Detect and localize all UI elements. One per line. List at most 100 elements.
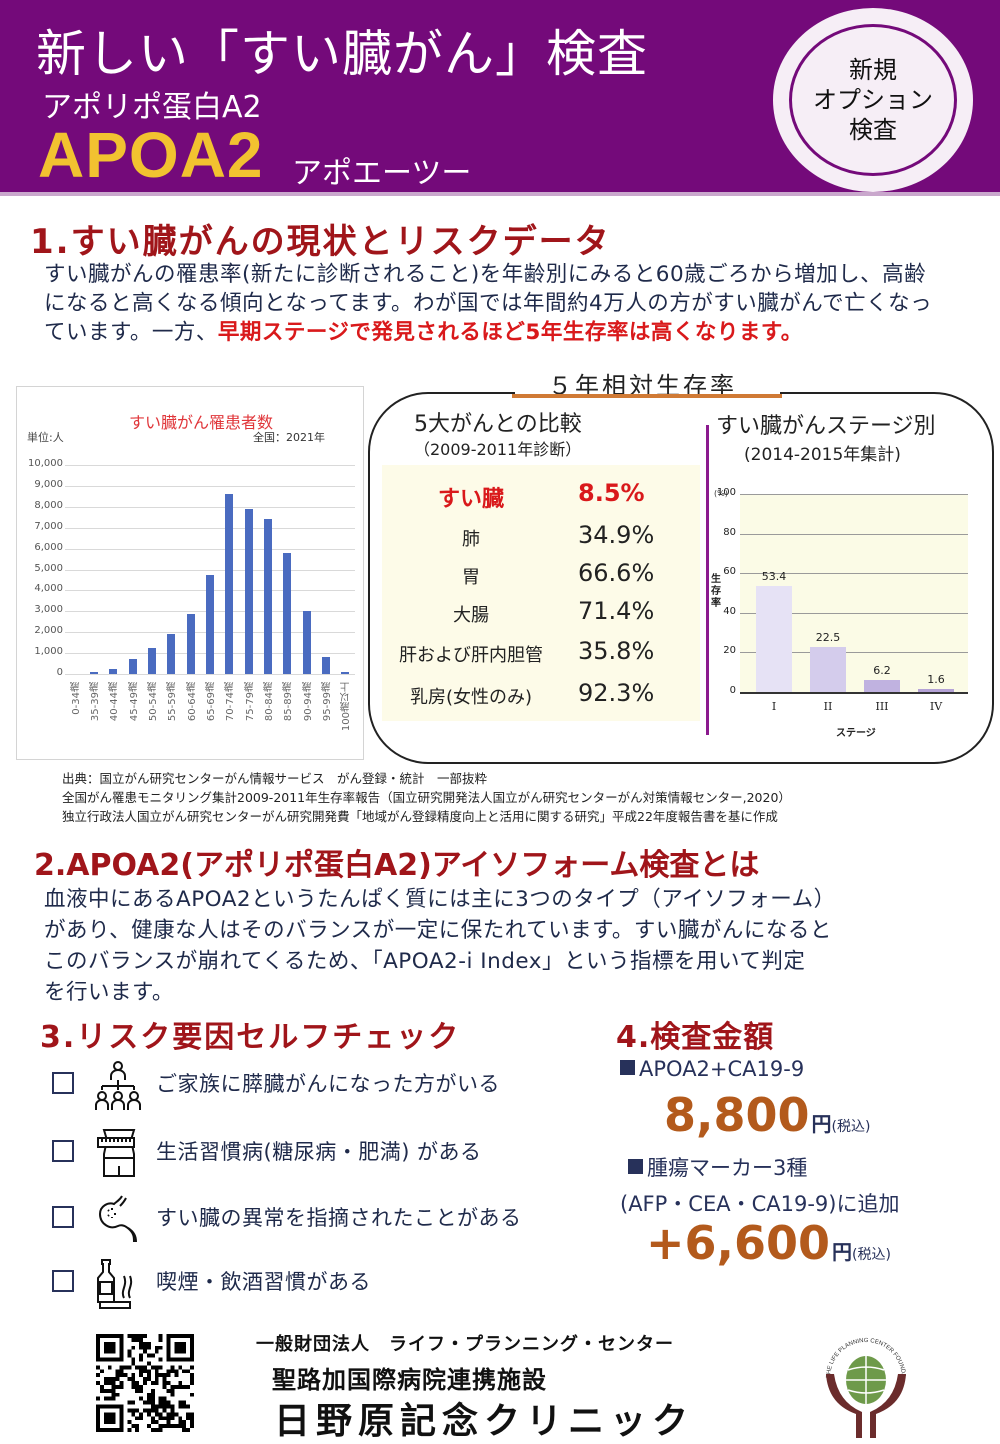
- x-tick-label: 45-49歳: [128, 682, 140, 722]
- checkbox[interactable]: [52, 1270, 74, 1292]
- plan2-price-value: +6,600: [646, 1216, 831, 1270]
- comparison-row: 大腸 71.4%: [382, 597, 700, 635]
- grid-line: [740, 494, 968, 495]
- cancer-type: 胃: [462, 567, 480, 588]
- stage-category: III: [875, 700, 889, 713]
- clinic-name: 日野原記念クリニック: [274, 1401, 695, 1442]
- bar-value-label: 22.5: [815, 631, 841, 645]
- stage-bar: [810, 647, 846, 692]
- square-bullet-icon: [620, 1060, 635, 1075]
- tax-note: (税込): [852, 1247, 891, 1263]
- section1-paragraph: すい臓がんの罹患率(新たに診断されること)を年齢別にみると60歳ごろから増加し、…: [44, 260, 944, 347]
- bar-value-label: 6.2: [873, 663, 891, 677]
- plan1-price: 8,800 円(税込): [664, 1088, 870, 1142]
- product-name: APOA2: [38, 119, 264, 191]
- comparison-row: 胃 66.6%: [382, 559, 700, 597]
- plan2-detail: (AFP・CEA・CA19-9)に追加: [620, 1192, 900, 1216]
- y-tick-label: 3,000: [34, 604, 63, 616]
- grid-line: [740, 533, 968, 535]
- y-tick-label: 9,000: [34, 478, 63, 490]
- section2-line-2: があり、健康な人はそのバランスが一定に保たれています。すい臓がんになると: [44, 918, 832, 943]
- page-subtitle: アポリポ蛋白A2: [42, 90, 262, 125]
- source-line-2: 全国がん罹患モニタリング集計2009-2011年生存率報告（国立研究開発法人国立…: [62, 790, 791, 805]
- stage-subtitle: (2014-2015年集計): [744, 445, 901, 465]
- risk-text: 生活習慣病(糖尿病・肥満) がある: [156, 1140, 482, 1164]
- x-tick-label: 65-69歳: [206, 682, 217, 722]
- bar: [186, 614, 195, 674]
- waist-measure-icon: [97, 1129, 136, 1177]
- section3-title: 3.リスク要因セルフチェック: [40, 1020, 461, 1055]
- x-tick-label: 50-54歳: [148, 682, 159, 722]
- product-reading: アポエーツー: [292, 156, 472, 191]
- stage-unit: (%): [714, 489, 728, 498]
- source-line-3: 独立行政法人国立がん研究センターがん研究開発費「地域がん登録精度向上と活用に関す…: [62, 809, 778, 824]
- y-tick-label: 8,000: [34, 499, 63, 511]
- y-tick-label: 6,000: [34, 541, 63, 553]
- stage-bar: [864, 679, 900, 692]
- chart-title: すい臓がん罹患者数: [129, 413, 274, 432]
- foundation-name: 一般財団法人 ライフ・プランニング・センター: [256, 1334, 674, 1355]
- page-title: 新しい「すい臓がん」検査: [36, 25, 648, 83]
- incidence-chart: すい臓がん罹患者数 単位:人 全国：2021年 10,000 9,000 8,000…: [16, 386, 364, 760]
- y-tick-label: 7,000: [34, 520, 63, 532]
- cancer-type: 大腸: [453, 605, 489, 626]
- risk-text: ご家族に膵臓がんになった方がいる: [156, 1072, 500, 1096]
- checkbox[interactable]: [52, 1140, 74, 1162]
- cancer-type: 肺: [462, 529, 480, 550]
- comparison-subtitle: （2009-2011年診断）: [414, 440, 582, 459]
- x-tick-label: 95-99歳: [322, 682, 333, 722]
- risk-text: 喫煙・飲酒習慣がある: [156, 1270, 371, 1294]
- survival-rate: 71.4%: [578, 597, 655, 625]
- y-tick-label: 60: [723, 566, 736, 578]
- checkbox[interactable]: [52, 1206, 74, 1228]
- panel-divider: [706, 425, 709, 735]
- heading-mask: [515, 368, 780, 404]
- section1-title: 1.すい臓がんの現状とリスクデータ: [30, 222, 611, 262]
- grid-line: [65, 674, 355, 675]
- comparison-title: 5大がんとの比較: [414, 412, 582, 437]
- yen-unit: 円: [811, 1112, 832, 1136]
- section2-line-1: 血液中にあるAPOA2というたんぱく質には主に3つのタイプ（アイソフォーム）: [44, 887, 836, 912]
- family-tree-icon: [95, 1061, 141, 1110]
- y-tick-label: 1,000: [34, 646, 63, 658]
- source-line-1: 出典：国立がん研究センターがん情報サービス がん登録・統計 一部抜粋: [62, 771, 488, 786]
- plan1-label-text: APOA2+CA19-9: [639, 1057, 805, 1081]
- stage-title: すい臓がんステージ別: [716, 414, 936, 439]
- stage-xlabel: ステージ: [836, 728, 876, 739]
- badge-line-3: 検査: [849, 116, 897, 144]
- section2-line-3: このバランスが崩れてくるため、「APOA2-i Index」という指標を用いて判…: [44, 949, 806, 974]
- stage-category: I: [771, 700, 777, 713]
- stage-ylabel: 生存率: [711, 574, 721, 609]
- comparison-row: 肝および肝内胆管 35.8%: [382, 637, 700, 675]
- grid-line: [740, 612, 968, 614]
- checkbox[interactable]: [52, 1072, 74, 1094]
- qr-code[interactable]: [96, 1334, 194, 1432]
- foundation-logo: THE LIFE PLANNING CENTER FOUNDATION: [818, 1330, 906, 1438]
- x-tick-label: 60-64歳: [186, 682, 198, 722]
- stage-bar-chart: 100 80 60 40 20 0 53.4 I 22.5 II 6.2 III 1.6 IV: [717, 487, 968, 713]
- header-banner: 新しい「すい臓がん」検査 アポリポ蛋白A2 APOA2 アポエーツー 新規 オプ…: [0, 0, 1000, 196]
- y-tick-label: 100: [716, 487, 736, 498]
- bar: [322, 657, 330, 674]
- plan2-label: 腫瘍マーカー3種: [628, 1152, 807, 1182]
- survival-rate: 35.8%: [578, 637, 655, 665]
- bar: [128, 659, 137, 674]
- y-tick-label: 0: [56, 667, 63, 678]
- grid-line: [65, 465, 355, 466]
- cancer-type: すい臓: [437, 487, 504, 512]
- plan1-label: APOA2+CA19-9: [620, 1057, 804, 1081]
- cancer-type: 肝および肝内胆管: [399, 645, 543, 666]
- bar: [341, 671, 350, 674]
- section2-title: 2.APOA2(アポリポ蛋白A2)アイソフォーム検査とは: [34, 848, 760, 883]
- survival-rate: 92.3%: [578, 679, 655, 707]
- grid-line: [740, 573, 968, 575]
- grid-line: [65, 569, 355, 571]
- grid-line: [65, 485, 355, 487]
- x-tick-label: 85-89歳: [283, 682, 295, 722]
- bar: [90, 671, 98, 674]
- plan1-price-value: 8,800: [664, 1088, 810, 1142]
- stage-category: II: [823, 700, 833, 713]
- comparison-row: 肺 34.9%: [382, 521, 700, 559]
- survival-rate: 8.5%: [578, 479, 645, 507]
- chart-region-year: 全国：2021年: [253, 431, 325, 444]
